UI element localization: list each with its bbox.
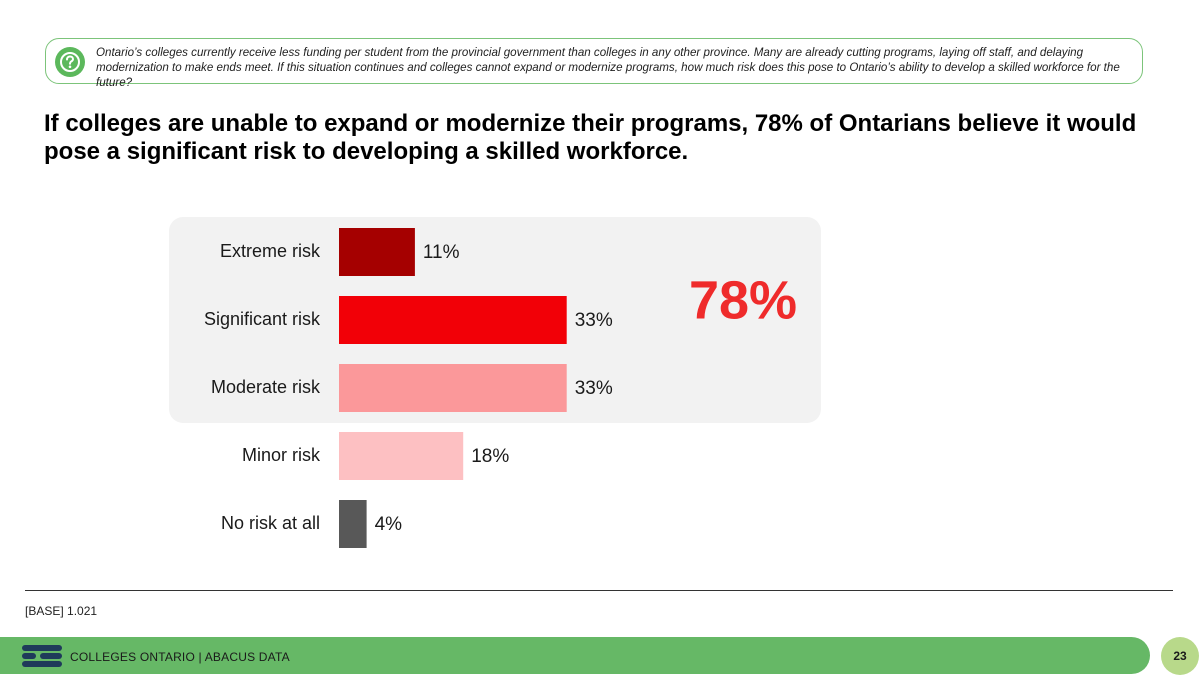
value-label: 33% xyxy=(575,378,613,399)
bar xyxy=(339,364,567,412)
question-text: Ontario’s colleges currently receive les… xyxy=(96,46,1120,89)
category-label: Significant risk xyxy=(204,309,321,329)
page-number: 23 xyxy=(1161,637,1199,675)
bar xyxy=(339,500,367,548)
category-label: Minor risk xyxy=(242,445,321,465)
highlight-total-label: 78% xyxy=(689,270,797,330)
footer-text: COLLEGES ONTARIO | ABACUS DATA xyxy=(70,650,290,664)
footer-bar xyxy=(0,637,1150,674)
value-label: 18% xyxy=(471,446,509,467)
bar xyxy=(339,228,415,276)
colleges-ontario-logo xyxy=(22,645,62,667)
question-icon xyxy=(55,47,85,77)
category-label: Moderate risk xyxy=(211,377,321,397)
bar xyxy=(339,432,464,480)
bar xyxy=(339,296,567,344)
value-label: 33% xyxy=(575,310,613,331)
value-label: 11% xyxy=(423,242,460,263)
value-label: 4% xyxy=(375,514,403,535)
headline: If colleges are unable to expand or mode… xyxy=(44,110,1137,165)
category-label: No risk at all xyxy=(221,513,320,533)
risk-bar-chart: Extreme risk 11% Significant risk 33% Modera… xyxy=(169,217,821,548)
base-note: [BASE] 1.021 xyxy=(25,604,98,618)
category-label: Extreme risk xyxy=(220,241,321,261)
question-box: Ontario’s colleges currently receive les… xyxy=(45,38,1143,89)
footer-divider xyxy=(25,590,1173,591)
